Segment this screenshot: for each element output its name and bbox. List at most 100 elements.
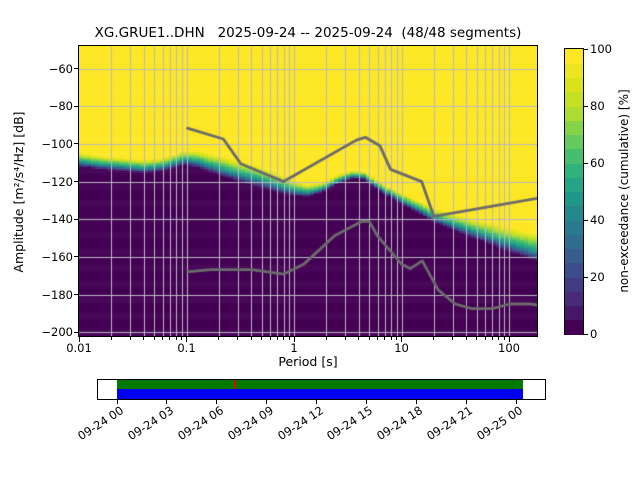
timeline-tick-mark: [166, 400, 168, 404]
y-tick-label: −100: [41, 136, 73, 151]
x-minor-tick-mark: [175, 337, 177, 340]
x-tick-mark: [186, 337, 187, 342]
colorbar: [564, 48, 584, 335]
colorbar-tick-label: 60: [590, 156, 605, 170]
x-minor-tick-mark: [358, 337, 360, 340]
colorbar-patch: [565, 319, 583, 335]
timeline-tick-mark: [415, 400, 417, 404]
colorbar-patch: [565, 277, 583, 292]
colorbar-patch: [565, 191, 583, 207]
x-minor-tick-mark: [433, 337, 435, 340]
colorbar-patch: [565, 291, 583, 306]
y-tick-label: −60: [48, 61, 73, 76]
x-tick-label: 1: [290, 341, 298, 355]
x-minor-tick-mark: [503, 337, 505, 340]
x-minor-tick-mark: [181, 337, 183, 340]
y-tick-mark: [74, 143, 78, 145]
y-tick-label: −180: [41, 287, 73, 302]
y-tick-mark: [74, 256, 78, 258]
y-tick-label: −160: [41, 249, 73, 264]
x-minor-tick-mark: [384, 337, 386, 340]
colorbar-patch: [565, 220, 583, 235]
colorbar-tick-mark: [584, 162, 588, 164]
x-minor-tick-mark: [283, 337, 285, 340]
x-tick-label: 0.01: [66, 341, 92, 355]
plot-title: XG.GRUE1..DHN 2025-09-24 -- 2025-09-24 (…: [94, 25, 522, 41]
x-minor-tick-mark: [261, 337, 263, 340]
x-minor-tick-mark: [491, 337, 493, 340]
x-minor-tick-mark: [476, 337, 478, 340]
colorbar-tick-mark: [584, 276, 588, 278]
y-tick-mark: [74, 105, 78, 107]
x-minor-tick-mark: [276, 337, 278, 340]
colorbar-tick-label: 0: [590, 327, 598, 341]
x-minor-tick-mark: [169, 337, 171, 340]
coverage-timeline: [97, 379, 546, 400]
ppsd-heatmap-canvas: [79, 46, 537, 336]
timeline-tick-mark: [316, 400, 317, 404]
segments-bar: [117, 389, 523, 399]
x-tick-label: 100: [498, 341, 520, 355]
colorbar-patch: [565, 148, 583, 164]
x-minor-tick-mark: [110, 337, 112, 340]
timeline-tick-mark: [465, 400, 467, 404]
colorbar-patch: [565, 120, 583, 135]
y-axis-label: Amplitude [m²/s⁴/Hz] [dB]: [11, 111, 26, 273]
colorbar-label: non-exceedance (cumulative) [%]: [617, 89, 631, 293]
x-minor-tick-mark: [344, 337, 346, 340]
y-tick-mark: [74, 218, 78, 220]
x-minor-tick-mark: [484, 337, 486, 340]
x-minor-tick-mark: [129, 337, 131, 340]
colorbar-patch: [565, 63, 583, 78]
colorbar-patch: [565, 49, 583, 64]
x-minor-tick-mark: [269, 337, 271, 340]
colorbar-patch: [565, 91, 583, 107]
x-tick-label: 0.1: [177, 341, 196, 355]
x-minor-tick-mark: [396, 337, 398, 340]
x-minor-tick-mark: [377, 337, 379, 340]
x-minor-tick-mark: [143, 337, 145, 340]
y-tick-label: −140: [41, 212, 73, 227]
colorbar-patch: [565, 205, 583, 221]
y-tick-label: −120: [41, 174, 73, 189]
x-minor-tick-mark: [237, 337, 239, 340]
colorbar-patch: [565, 77, 583, 93]
x-minor-tick-mark: [465, 337, 467, 340]
x-tick-label: 10: [394, 341, 409, 355]
colorbar-tick-mark: [584, 333, 588, 335]
x-tick-mark: [78, 337, 80, 342]
gap-marker: [233, 380, 236, 389]
y-tick-mark: [74, 181, 78, 183]
main-axes: [78, 45, 538, 337]
x-minor-tick-mark: [218, 337, 220, 340]
y-tick-mark: [74, 331, 78, 333]
timeline-tick-mark: [515, 400, 517, 404]
timeline-tick-mark: [365, 400, 367, 404]
colorbar-patch: [565, 234, 583, 249]
colorbar-patch: [565, 177, 583, 192]
x-minor-tick-mark: [390, 337, 392, 340]
colorbar-patch: [565, 262, 583, 278]
x-minor-tick-mark: [498, 337, 500, 340]
x-minor-tick-mark: [250, 337, 252, 340]
colorbar-patch: [565, 134, 583, 150]
y-tick-mark: [74, 68, 78, 70]
colorbar-tick-label: 20: [590, 270, 605, 284]
timeline-tick-mark: [266, 400, 268, 404]
y-tick-label: −200: [41, 325, 73, 340]
x-minor-tick-mark: [162, 337, 164, 340]
colorbar-patch: [565, 163, 583, 178]
colorbar-tick-mark: [584, 219, 588, 221]
colorbar-tick-mark: [584, 48, 588, 50]
colorbar-patch: [565, 106, 583, 121]
x-minor-tick-mark: [288, 337, 290, 340]
x-minor-tick-mark: [452, 337, 454, 340]
colorbar-tick-mark: [584, 105, 588, 107]
colorbar-patch: [565, 305, 583, 321]
x-tick-mark: [293, 337, 295, 342]
y-tick-label: −80: [48, 99, 73, 114]
colorbar-patch: [565, 248, 583, 264]
y-tick-mark: [74, 294, 78, 296]
x-tick-mark: [401, 337, 403, 342]
